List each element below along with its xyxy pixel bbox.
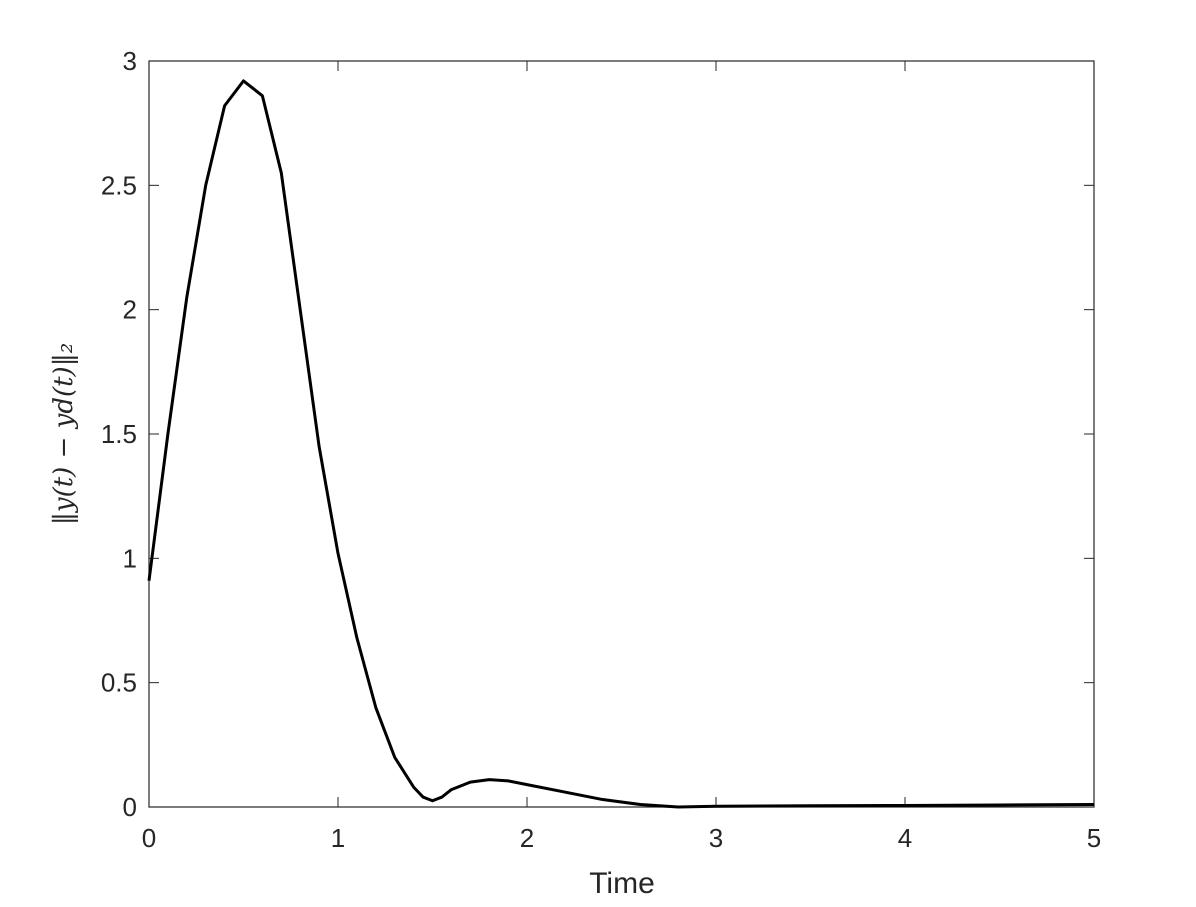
x-tick-label: 2 <box>520 823 534 853</box>
y-tick-label: 3 <box>123 46 137 76</box>
y-tick-label: 1 <box>123 543 137 573</box>
y-axis-label: ‖y(t) − yd(t)‖₂ <box>49 343 79 525</box>
data-line <box>147 79 1095 809</box>
y-tick-label: 0.5 <box>101 668 137 698</box>
y-tick-label: 0 <box>123 792 137 822</box>
x-tick-label: 5 <box>1087 823 1101 853</box>
x-axis-label: Time <box>589 867 655 900</box>
x-tick-label: 4 <box>898 823 912 853</box>
y-tick-label: 2.5 <box>101 170 137 200</box>
y-tick-label: 1.5 <box>101 419 137 449</box>
x-tick-label: 3 <box>709 823 723 853</box>
plot-box <box>148 60 1095 808</box>
y-tick-label: 2 <box>123 295 137 325</box>
x-tick-label: 0 <box>142 823 156 853</box>
x-tick-label: 1 <box>331 823 345 853</box>
